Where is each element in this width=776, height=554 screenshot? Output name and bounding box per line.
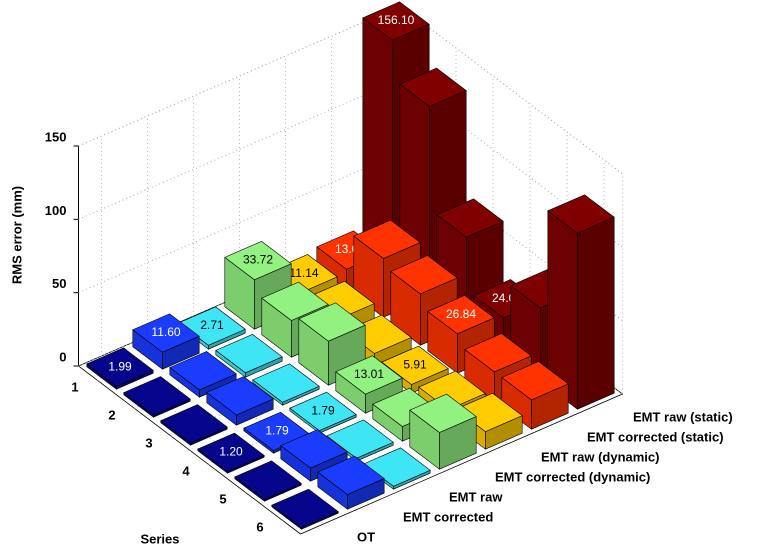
bar-top [215, 334, 283, 374]
bar-top [280, 429, 348, 469]
z-tick-label: 0 [59, 349, 66, 364]
z-tick-label: 50 [52, 276, 66, 291]
x-tick-label: 1 [71, 379, 78, 394]
bar-top [381, 345, 449, 385]
bar-top [86, 347, 154, 387]
bar: 11.60 [132, 313, 200, 370]
bar-top [399, 67, 467, 107]
series-label: OT [357, 529, 375, 544]
bar-top [501, 361, 569, 401]
bar-top [464, 333, 532, 373]
bar-top [132, 313, 200, 353]
value-label: 1.99 [108, 359, 132, 373]
x-tick-label: 2 [108, 407, 115, 422]
bar-top [271, 488, 339, 528]
bar-top [160, 404, 228, 444]
value-label: 1.20 [219, 444, 243, 458]
bar-top [261, 281, 329, 321]
bar [160, 404, 228, 446]
bar-top [123, 376, 191, 416]
value-label: 1.79 [265, 424, 289, 438]
bar: 1.20 [197, 432, 265, 474]
bar [215, 334, 283, 378]
bar-top [252, 363, 320, 403]
bar-top [427, 295, 495, 335]
z-tick-label: 100 [45, 203, 67, 218]
bar-top [335, 355, 403, 395]
bar [547, 194, 615, 410]
bar-top [436, 198, 504, 238]
bar-top [298, 302, 366, 342]
bar-front [577, 216, 615, 410]
bar-top [206, 376, 274, 416]
bar [169, 351, 237, 398]
series-label: EMT corrected (dynamic) [495, 469, 650, 484]
bar [206, 376, 274, 426]
bar-top [390, 255, 458, 295]
bar-top [547, 194, 615, 234]
bar-top [409, 393, 477, 433]
bar [271, 488, 339, 530]
x-tick-label: 4 [182, 463, 190, 478]
bar [234, 460, 302, 502]
x-tick-label: 5 [219, 491, 226, 506]
floor-grid [101, 355, 324, 525]
value-label: 2.71 [200, 318, 224, 332]
bar [252, 363, 320, 406]
bar-top [317, 455, 385, 495]
value-label: 1.79 [311, 404, 335, 418]
value-label: 13.01 [354, 367, 384, 381]
series-label: EMT raw [449, 489, 503, 504]
bar [317, 455, 385, 510]
bar-top [289, 391, 357, 431]
value-label: 26.84 [446, 307, 476, 321]
value-label: 33.72 [243, 253, 273, 267]
bar-top [169, 351, 237, 391]
bar-top [353, 219, 421, 259]
x-tick-label: 3 [145, 435, 152, 450]
bar-top [197, 432, 265, 472]
bar [280, 429, 348, 482]
bar [123, 376, 191, 418]
series-label: EMT corrected [403, 509, 493, 524]
x-tick-label: 6 [256, 519, 263, 534]
y-axis-label: RMS error (mm) [9, 186, 24, 284]
grid-line [78, 78, 623, 248]
bar: 1.99 [86, 347, 154, 390]
bar-top [362, 1, 430, 41]
series-label: EMT corrected (static) [587, 429, 724, 444]
bar-top [234, 460, 302, 500]
bar [501, 361, 569, 430]
value-label: 11.60 [151, 325, 180, 339]
series-label: EMT raw (static) [633, 409, 733, 424]
bar: 1.79 [289, 391, 357, 434]
x-axis-label: Series [140, 531, 179, 546]
series-label: EMT raw (dynamic) [541, 449, 659, 464]
value-label: 156.10 [378, 13, 415, 27]
value-label: 11.14 [289, 266, 318, 280]
grid-line [78, 5, 623, 175]
value-label: 5.91 [403, 358, 427, 372]
bar-top [326, 419, 394, 459]
bar-top [224, 240, 292, 281]
z-tick-label: 150 [45, 129, 67, 144]
bar [409, 393, 477, 470]
floor-grid [193, 315, 416, 485]
